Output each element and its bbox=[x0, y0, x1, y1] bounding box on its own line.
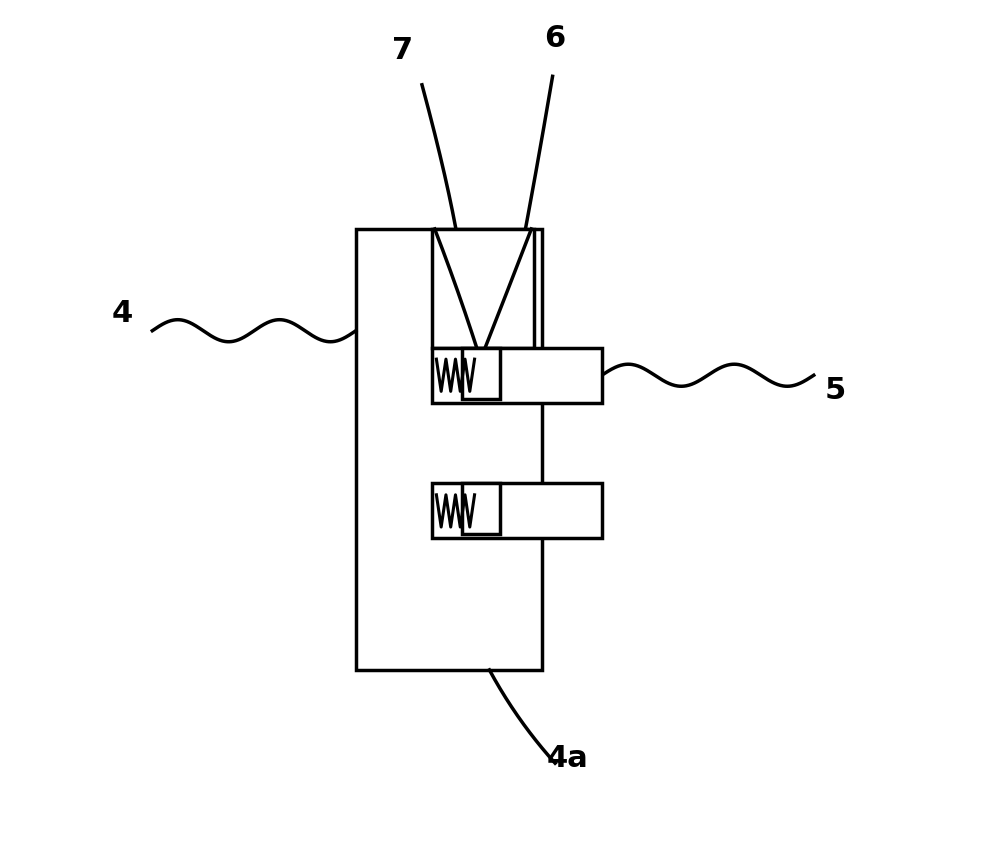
Text: 5: 5 bbox=[824, 376, 846, 404]
Bar bbox=[432, 229, 534, 348]
Bar bbox=[462, 483, 500, 534]
Text: 6: 6 bbox=[544, 24, 566, 53]
Text: 4a: 4a bbox=[547, 745, 589, 773]
Bar bbox=[432, 348, 602, 403]
Bar bbox=[432, 483, 602, 538]
Bar bbox=[356, 229, 542, 670]
Text: 4: 4 bbox=[112, 299, 133, 328]
Bar bbox=[462, 348, 500, 399]
Text: 7: 7 bbox=[392, 36, 413, 65]
